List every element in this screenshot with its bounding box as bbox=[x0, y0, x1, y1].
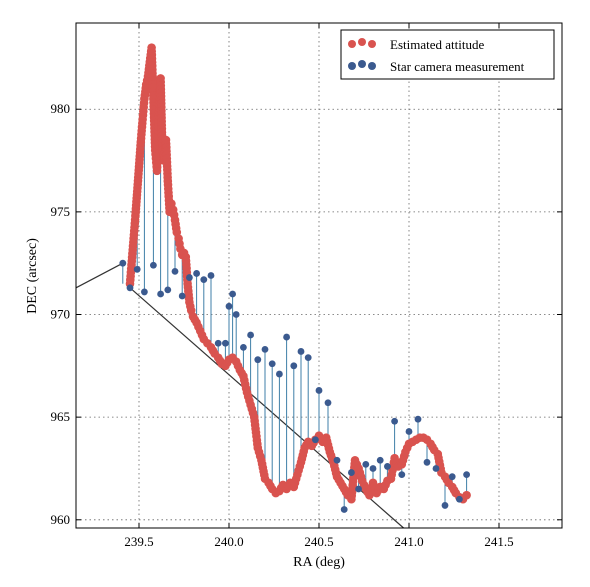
series-star-camera-measurement bbox=[119, 259, 470, 513]
measurement-point bbox=[186, 274, 193, 281]
legend-marker-measurement bbox=[348, 62, 356, 70]
measurement-point bbox=[324, 399, 332, 407]
y-tick-label: 965 bbox=[51, 409, 71, 424]
measurement-point bbox=[178, 292, 186, 300]
y-tick-label: 970 bbox=[51, 307, 71, 322]
measurement-point bbox=[157, 290, 165, 298]
measurement-point bbox=[225, 302, 233, 310]
measurement-point bbox=[448, 473, 456, 481]
measurement-point bbox=[333, 456, 341, 464]
y-axis-ticks: 960 965 970 975 980 bbox=[51, 101, 562, 527]
measurement-point bbox=[290, 362, 298, 370]
measurement-point bbox=[141, 288, 148, 296]
x-tick-label: 240.0 bbox=[214, 534, 243, 549]
measurement-point bbox=[297, 348, 305, 355]
legend-marker-estimated bbox=[368, 40, 376, 48]
measurement-point bbox=[200, 276, 208, 284]
legend: Estimated attitude Star camera measureme… bbox=[340, 29, 555, 80]
measurement-point bbox=[164, 286, 172, 294]
measurement-point bbox=[348, 469, 355, 476]
estimated-point bbox=[462, 490, 471, 500]
y-tick-label: 960 bbox=[51, 512, 71, 527]
legend-label-measurement: Star camera measurement bbox=[390, 59, 525, 74]
measurement-point bbox=[405, 428, 413, 435]
reference-line bbox=[75, 262, 124, 289]
measurement-point bbox=[214, 339, 222, 347]
measurement-point bbox=[423, 458, 431, 466]
measurement-point bbox=[340, 506, 348, 513]
measurement-point bbox=[207, 272, 215, 279]
legend-box bbox=[340, 29, 555, 80]
legend-item-estimated: Estimated attitude bbox=[348, 37, 484, 52]
legend-label-estimated: Estimated attitude bbox=[390, 37, 484, 52]
legend-marker-measurement bbox=[368, 62, 376, 70]
measurement-point bbox=[133, 265, 141, 273]
measurement-point bbox=[463, 471, 470, 479]
x-tick-label: 241.0 bbox=[394, 534, 423, 549]
measurement-point bbox=[456, 495, 463, 503]
x-tick-label: 241.5 bbox=[484, 534, 513, 549]
measurement-point bbox=[171, 267, 179, 275]
measurement-point bbox=[304, 354, 312, 362]
measurement-point bbox=[432, 465, 440, 472]
measurement-point bbox=[119, 259, 127, 267]
y-tick-label: 975 bbox=[51, 204, 71, 219]
measurement-point bbox=[268, 360, 276, 368]
legend-marker-estimated bbox=[358, 38, 366, 46]
measurement-point bbox=[312, 436, 319, 444]
x-tick-label: 240.5 bbox=[304, 534, 333, 549]
legend-marker-estimated bbox=[348, 40, 356, 48]
series-estimated-attitude bbox=[125, 43, 471, 504]
measurement-point bbox=[254, 356, 262, 364]
legend-item-measurement: Star camera measurement bbox=[348, 59, 525, 74]
measurement-point bbox=[315, 387, 323, 394]
measurement-point bbox=[126, 284, 134, 292]
measurement-point bbox=[261, 346, 269, 353]
measurement-point bbox=[247, 331, 255, 339]
measurement-point bbox=[362, 460, 370, 468]
y-tick-label: 980 bbox=[51, 101, 71, 116]
measurement-point bbox=[391, 417, 398, 425]
measurement-point bbox=[441, 502, 449, 509]
measurement-point bbox=[283, 333, 290, 341]
x-axis-label: RA (deg) bbox=[293, 555, 345, 570]
measurement-point bbox=[355, 485, 362, 493]
grid-lines bbox=[76, 23, 562, 528]
x-tick-label: 239.5 bbox=[124, 534, 153, 549]
measurement-point bbox=[276, 370, 283, 378]
x-axis-ticks: 239.5 240.0 240.5 241.0 241.5 bbox=[124, 23, 514, 549]
measurement-point bbox=[232, 311, 240, 318]
measurement-point bbox=[376, 456, 384, 464]
measurement-point bbox=[240, 343, 247, 351]
measurement-point bbox=[229, 290, 237, 298]
measurement-point bbox=[369, 465, 377, 472]
measurement-point bbox=[193, 270, 201, 277]
measurement-point bbox=[398, 471, 406, 479]
measurement-point bbox=[150, 261, 157, 269]
measurement-point bbox=[414, 415, 422, 423]
reference-line bbox=[129, 287, 404, 529]
measurement-point bbox=[222, 339, 229, 347]
legend-marker-measurement bbox=[358, 60, 366, 68]
measurement-point bbox=[384, 463, 391, 470]
y-axis-label: DEC (arcsec) bbox=[25, 238, 40, 314]
